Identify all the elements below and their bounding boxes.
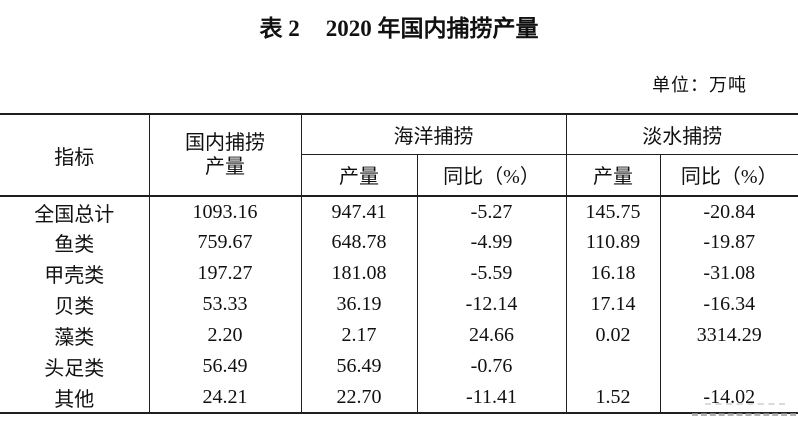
cell-marine-production: 947.41 [301, 196, 418, 227]
catch-production-table: 指标 国内捕捞 产量 海洋捕捞 淡水捕捞 产量 同比（%） 产量 同比（%） 全… [0, 113, 798, 414]
table-row-national-total: 全国总计 1093.16 947.41 -5.27 145.75 -20.84 [0, 196, 798, 227]
cell-marine-yoy: -4.99 [417, 227, 567, 258]
cell-domestic: 53.33 [149, 289, 302, 320]
cell-freshwater-production: 110.89 [566, 227, 661, 258]
cell-marine-yoy: -5.59 [417, 258, 567, 289]
table-body: 全国总计 1093.16 947.41 -5.27 145.75 -20.84 … [0, 196, 798, 413]
table-header: 指标 国内捕捞 产量 海洋捕捞 淡水捕捞 产量 同比（%） 产量 同比（%） [0, 114, 798, 197]
table-caption: 表 2 2020 年国内捕捞产量 [0, 9, 798, 43]
col-header-freshwater-catch: 淡水捕捞 [566, 114, 798, 155]
table-row-algae: 藻类 2.20 2.17 24.66 0.02 3314.29 [0, 320, 798, 351]
row-label: 全国总计 [0, 196, 150, 227]
cell-domestic: 2.20 [149, 320, 302, 351]
cell-freshwater-yoy: -19.87 [703, 231, 756, 253]
col-header-marine-yoy: 同比（%） [417, 154, 567, 197]
cell-freshwater-yoy: -31.08 [703, 262, 756, 284]
cell-domestic: 1093.16 [149, 196, 302, 227]
cell-freshwater-yoy [660, 351, 798, 382]
row-label: 鱼类 [0, 227, 150, 258]
table-caption-text: 2020 年国内捕捞产量 [325, 16, 539, 41]
row-label: 贝类 [0, 289, 150, 320]
cell-domestic: 197.27 [149, 258, 302, 289]
cell-freshwater-yoy: -16.34 [703, 293, 756, 315]
cell-freshwater-production: 1.52 [566, 382, 661, 413]
cell-marine-yoy: -5.27 [417, 196, 567, 227]
cell-domestic: 759.67 [149, 227, 302, 258]
table-row-shellfish: 贝类 53.33 36.19 -12.14 17.14 -16.34 [0, 289, 798, 320]
table-caption-number: 表 2 [259, 16, 300, 41]
header-row-subcolumns: 产量 同比（%） 产量 同比（%） [0, 154, 798, 197]
cell-freshwater-yoy: -20.84 [703, 200, 756, 223]
row-label: 藻类 [0, 320, 150, 351]
row-label: 其他 [0, 382, 150, 413]
cell-freshwater-production: 0.02 [566, 320, 661, 351]
cell-marine-production: 22.70 [301, 382, 418, 413]
col-header-freshwater-yoy: 同比（%） [660, 154, 798, 197]
cell-freshwater-yoy: -14.02 [703, 385, 756, 408]
table-row-fish: 鱼类 759.67 648.78 -4.99 110.89 -19.87 [0, 227, 798, 258]
row-label: 头足类 [0, 351, 150, 382]
cell-marine-production: 36.19 [301, 289, 418, 320]
cell-marine-yoy: 24.66 [417, 320, 567, 351]
cell-marine-yoy: -12.14 [417, 289, 567, 320]
col-header-domestic-catch: 国内捕捞 产量 [149, 114, 302, 197]
cell-freshwater-production: 145.75 [566, 196, 661, 227]
cell-freshwater-production [566, 351, 661, 382]
col-header-marine-production: 产量 [301, 154, 418, 197]
cell-freshwater-yoy: 3314.29 [696, 324, 762, 346]
row-label: 甲壳类 [0, 258, 150, 289]
col-header-marine-catch: 海洋捕捞 [301, 114, 567, 155]
cell-marine-yoy: -11.41 [417, 382, 567, 413]
cell-freshwater-production: 16.18 [566, 258, 661, 289]
col-header-indicator: 指标 [0, 114, 150, 197]
header-row-groups: 指标 国内捕捞 产量 海洋捕捞 淡水捕捞 [0, 114, 798, 197]
watermark-artifact [705, 403, 785, 405]
cell-marine-production: 56.49 [301, 351, 418, 382]
table-row-cephalopods: 头足类 56.49 56.49 -0.76 [0, 351, 798, 382]
unit-label: 单位：万吨 [652, 75, 747, 95]
cell-freshwater-production: 17.14 [566, 289, 661, 320]
table-row-crustaceans: 甲壳类 197.27 181.08 -5.59 16.18 -31.08 [0, 258, 798, 289]
cell-domestic: 56.49 [149, 351, 302, 382]
cell-marine-production: 648.78 [301, 227, 418, 258]
cell-marine-production: 181.08 [301, 258, 418, 289]
table-row-others: 其他 24.21 22.70 -11.41 1.52 -14.02 [0, 382, 798, 413]
cell-marine-production: 2.17 [301, 320, 418, 351]
cell-domestic: 24.21 [149, 382, 302, 413]
col-header-freshwater-production: 产量 [566, 154, 661, 197]
watermark-artifact [692, 413, 796, 416]
cell-marine-yoy: -0.76 [417, 351, 567, 382]
